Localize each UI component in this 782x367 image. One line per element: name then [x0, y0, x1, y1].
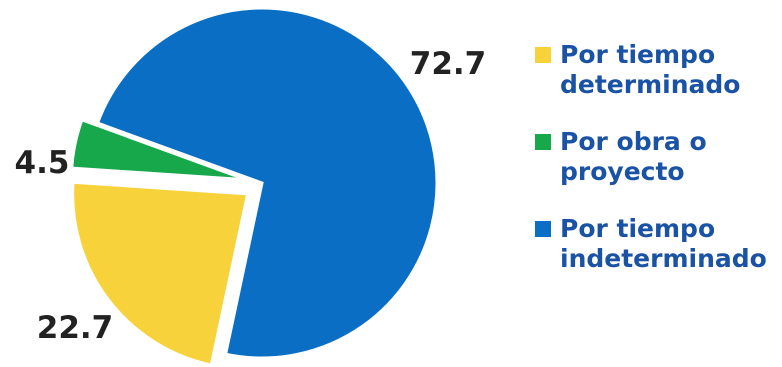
- legend-label-por-tiempo-determinado: Por tiempo determinado: [560, 40, 741, 99]
- legend-item-por-tiempo-indeterminado: Por tiempo indeterminado: [535, 214, 782, 273]
- pie-chart: 22.7 4.5 72.7: [15, 6, 487, 367]
- pie-slice-por-tiempo-determinado: [71, 180, 250, 367]
- legend-label-por-tiempo-indeterminado: Por tiempo indeterminado: [560, 214, 767, 273]
- data-label-por-tiempo-determinado: 22.7: [37, 310, 114, 346]
- legend-swatch-por-tiempo-determinado: [535, 47, 551, 63]
- pie-slice-por-tiempo-indeterminado: [95, 6, 439, 360]
- legend-swatch-por-obra-o-proyecto: [535, 134, 551, 150]
- data-label-por-tiempo-indeterminado: 72.7: [410, 46, 487, 82]
- legend-swatch-por-tiempo-indeterminado: [535, 221, 551, 237]
- legend-item-por-tiempo-determinado: Por tiempo determinado: [535, 40, 782, 99]
- legend: Por tiempo determinado Por obra o proyec…: [535, 40, 782, 301]
- legend-label-por-obra-o-proyecto: Por obra o proyecto: [560, 127, 707, 186]
- pie-slice-por-obra-o-proyecto: [70, 117, 247, 182]
- legend-item-por-obra-o-proyecto: Por obra o proyecto: [535, 127, 782, 186]
- data-label-por-obra-o-proyecto: 4.5: [15, 145, 70, 181]
